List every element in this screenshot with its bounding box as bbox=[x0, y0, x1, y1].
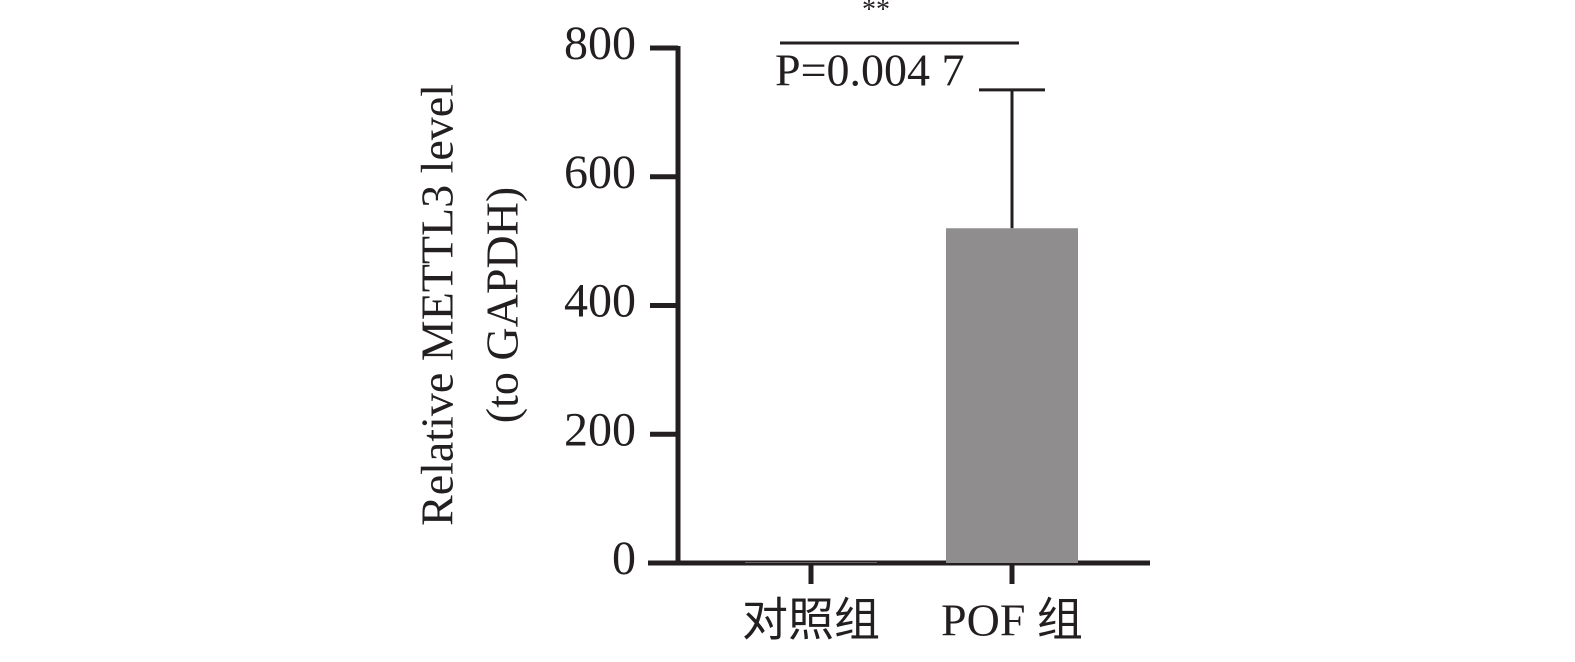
x-tick-label: POF 组 bbox=[941, 595, 1083, 646]
y-tick-label: 600 bbox=[564, 146, 636, 199]
y-axis-label: Relative METTL3 level bbox=[412, 84, 463, 526]
y-tick-label: 400 bbox=[564, 275, 636, 328]
y-tick-label: 0 bbox=[612, 532, 636, 585]
y-axis-label: (to GAPDH) bbox=[477, 187, 528, 423]
bar bbox=[745, 562, 877, 563]
significance-label: ** bbox=[862, 0, 890, 25]
y-tick-label: 800 bbox=[564, 17, 636, 70]
p-value-label: P=0.004 7 bbox=[775, 45, 965, 96]
y-tick-label: 200 bbox=[564, 403, 636, 456]
x-tick-label: 对照组 bbox=[742, 595, 880, 646]
bar bbox=[946, 228, 1078, 563]
